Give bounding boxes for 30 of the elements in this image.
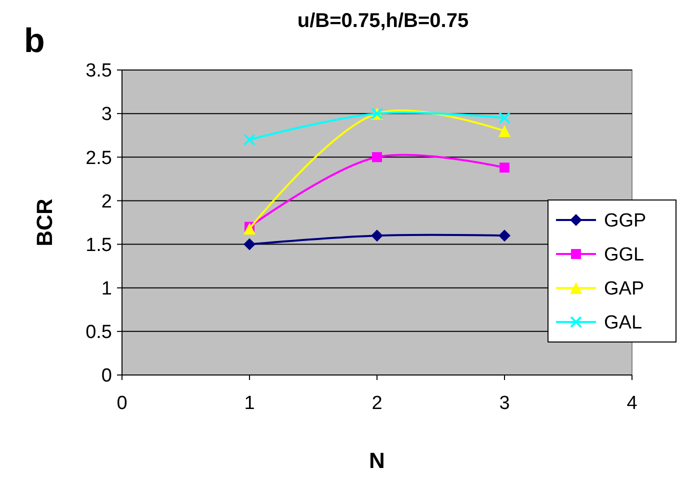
legend-label: GGL <box>604 244 644 266</box>
point <box>500 162 510 173</box>
point <box>498 112 510 124</box>
x-tick-label: 0 <box>116 393 128 414</box>
point <box>498 125 510 137</box>
legend-label: GAL <box>604 312 642 334</box>
y-axis-title: BCR <box>32 198 57 246</box>
y-tick-label: 3 <box>101 104 112 126</box>
y-tick-label: 1.5 <box>86 234 112 256</box>
point <box>372 152 382 162</box>
point <box>244 222 256 235</box>
x-tick-label: 4 <box>626 393 638 414</box>
y-tick-label: 0 <box>101 366 112 387</box>
y-tick-label: 3.5 <box>86 60 112 82</box>
y-tick-label: 0.5 <box>86 322 112 344</box>
y-tick-label: 2.5 <box>86 148 112 169</box>
x-tick-label: 1 <box>244 393 255 414</box>
point <box>244 134 256 146</box>
y-tick-label: 1 <box>101 278 112 300</box>
x-tick-label: 2 <box>372 393 382 414</box>
point <box>371 230 383 242</box>
text: b <box>24 22 45 60</box>
legend-label: GAP <box>604 278 644 300</box>
point <box>244 238 256 250</box>
x-axis-title: N <box>369 448 385 473</box>
point <box>498 230 510 242</box>
legend-label: GGP <box>604 210 646 232</box>
x-tick-label: 3 <box>499 393 510 414</box>
y-tick-label: 2 <box>101 191 112 212</box>
chart-title: u/B=0.75,h/B=0.75 <box>297 10 469 32</box>
